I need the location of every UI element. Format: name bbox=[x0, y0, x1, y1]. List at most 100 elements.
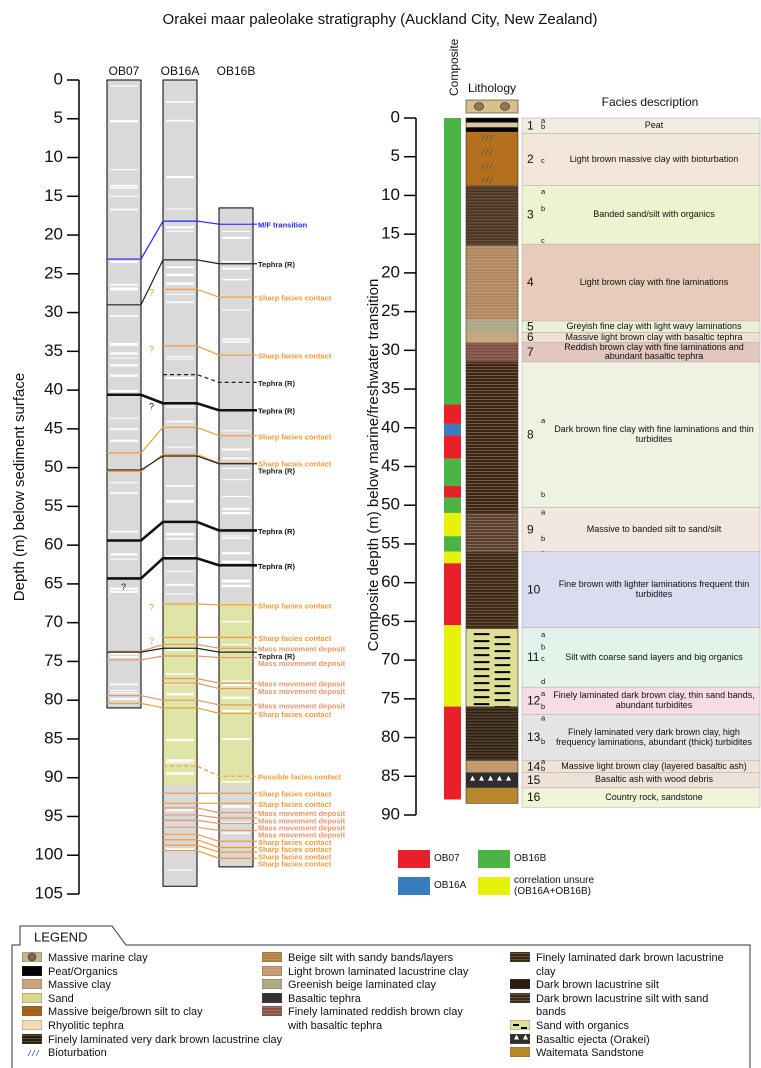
facies-number: 13 bbox=[527, 730, 541, 744]
lithology-layer bbox=[466, 552, 518, 629]
shell-icon bbox=[501, 103, 510, 111]
left-tick-label: 20 bbox=[44, 225, 63, 244]
right-tick-label: 20 bbox=[381, 262, 400, 281]
legend-swatch bbox=[510, 1047, 530, 1057]
composite-segment bbox=[444, 436, 461, 459]
legend-swatch bbox=[22, 1006, 42, 1016]
legend-label: Beige silt with sandy bands/layers bbox=[288, 952, 453, 964]
facies-description: Peat bbox=[550, 118, 758, 133]
legend-item: Dark brown lacustrine silt bbox=[510, 979, 725, 993]
lithology-layer bbox=[466, 185, 518, 245]
core-note: ? bbox=[121, 582, 126, 592]
left-tick-label: 90 bbox=[44, 767, 63, 786]
left-tick-label: 70 bbox=[44, 612, 63, 631]
organics-bar bbox=[495, 692, 511, 694]
organics-bar bbox=[495, 699, 511, 701]
right-tick-label: 85 bbox=[381, 766, 400, 785]
right-tick-label: 80 bbox=[381, 727, 400, 746]
legend-icon bbox=[510, 952, 530, 962]
facies-number: 6 bbox=[527, 330, 534, 344]
legend-label: Greenish beige laminated clay bbox=[288, 979, 436, 991]
facies-subunit: c bbox=[541, 156, 545, 165]
legend-item: Finely laminated reddish brown clay with… bbox=[262, 1006, 477, 1033]
legend-label: Basaltic ejecta (Orakei) bbox=[536, 1034, 650, 1046]
core-name: OB16A bbox=[161, 64, 200, 78]
correlation-label: Sharp facies contact bbox=[258, 432, 332, 441]
correlation-label: Sharp facies contact bbox=[258, 859, 332, 868]
facies-title: Facies description bbox=[602, 95, 699, 109]
source-swatch bbox=[398, 850, 430, 868]
left-tick-label: 50 bbox=[44, 457, 63, 476]
facies-number: 4 bbox=[527, 275, 534, 289]
right-tick-label: 5 bbox=[391, 146, 400, 165]
facies-number: 1 bbox=[527, 118, 534, 132]
legend-icon bbox=[22, 1047, 42, 1057]
correlation-query: ? bbox=[149, 344, 154, 354]
title: Orakei maar paleolake stratigraphy (Auck… bbox=[163, 11, 598, 28]
right-tick-label: 55 bbox=[381, 533, 400, 552]
legend-icon bbox=[22, 979, 42, 989]
right-tick-label: 40 bbox=[381, 417, 400, 436]
lithology-layer bbox=[466, 123, 518, 128]
composite-segment bbox=[444, 707, 461, 800]
composite-segment bbox=[444, 536, 461, 551]
facies-description: Silt with coarse sand layers and big org… bbox=[550, 628, 758, 688]
correlation-query: ? bbox=[149, 288, 154, 298]
correlation-label: Sharp facies contact bbox=[258, 790, 332, 799]
organics-bar bbox=[474, 668, 490, 670]
organics-bar bbox=[495, 664, 511, 666]
legend-label: Sand with organics bbox=[536, 1020, 629, 1032]
facies-number: 9 bbox=[527, 522, 534, 536]
facies-number: 8 bbox=[527, 427, 534, 441]
right-tick-label: 90 bbox=[381, 804, 400, 823]
shell-icon bbox=[28, 953, 36, 961]
lithology-layer bbox=[466, 333, 518, 343]
organics-bar bbox=[474, 661, 490, 663]
organics-bar bbox=[495, 678, 511, 680]
right-tick-label: 65 bbox=[381, 611, 400, 630]
organics-bar bbox=[474, 696, 490, 698]
facies-description: Finely laminated dark brown clay, thin s… bbox=[550, 687, 758, 714]
lithology-layer bbox=[466, 788, 518, 803]
legend-icon bbox=[22, 993, 42, 1003]
facies-subunit: b bbox=[541, 764, 545, 773]
composite-segment bbox=[444, 424, 461, 436]
organics-bar bbox=[495, 685, 511, 687]
legend-item: Dark brown lacustrine silt with sand ban… bbox=[510, 993, 725, 1020]
legend-item: Basaltic tephra bbox=[262, 993, 477, 1007]
core-name: OB07 bbox=[109, 64, 140, 78]
right-tick-label: 10 bbox=[381, 185, 400, 204]
legend-icon bbox=[22, 1034, 42, 1044]
left-tick-label: 25 bbox=[44, 263, 63, 282]
left-tick-label: 75 bbox=[44, 651, 63, 670]
lithology-layer bbox=[466, 246, 518, 320]
legend-column: Finely laminated dark brown lacustrine c… bbox=[510, 952, 725, 1061]
legend-icon bbox=[22, 1006, 42, 1016]
organics-bar bbox=[495, 671, 511, 673]
organics-bar bbox=[495, 643, 511, 645]
figure: Orakei maar paleolake stratigraphy (Auck… bbox=[0, 0, 761, 1068]
legend-label: Dark brown lacustrine silt bbox=[536, 979, 659, 991]
correlation-label: Mass movement deposit bbox=[258, 659, 346, 668]
legend-label: Waitemata Sandstone bbox=[536, 1047, 644, 1059]
left-tick-label: 95 bbox=[44, 806, 63, 825]
legend-label: Massive clay bbox=[48, 979, 111, 991]
facies-number: 3 bbox=[527, 207, 534, 221]
legend-label: Peat/Organics bbox=[48, 966, 118, 978]
legend-icon bbox=[22, 952, 42, 962]
organics-bar bbox=[495, 657, 511, 659]
facies-number: 12 bbox=[527, 693, 541, 707]
facies-subunit: b bbox=[541, 490, 545, 499]
organics-bar bbox=[495, 636, 511, 638]
organics-bar bbox=[474, 675, 490, 677]
legend-icon bbox=[262, 993, 282, 1003]
organics-bar bbox=[474, 703, 490, 705]
composite-segment bbox=[444, 118, 461, 405]
facies-number: 10 bbox=[527, 582, 541, 596]
facies-subunit: b bbox=[541, 204, 545, 213]
legend-item: Finely laminated dark brown lacustrine c… bbox=[510, 952, 725, 979]
facies-description: Finely laminated very dark brown clay, h… bbox=[550, 714, 758, 760]
organics-bar bbox=[474, 689, 490, 691]
facies-subunit: c bbox=[541, 236, 545, 245]
correlation-label: Sharp facies contact bbox=[258, 352, 332, 361]
